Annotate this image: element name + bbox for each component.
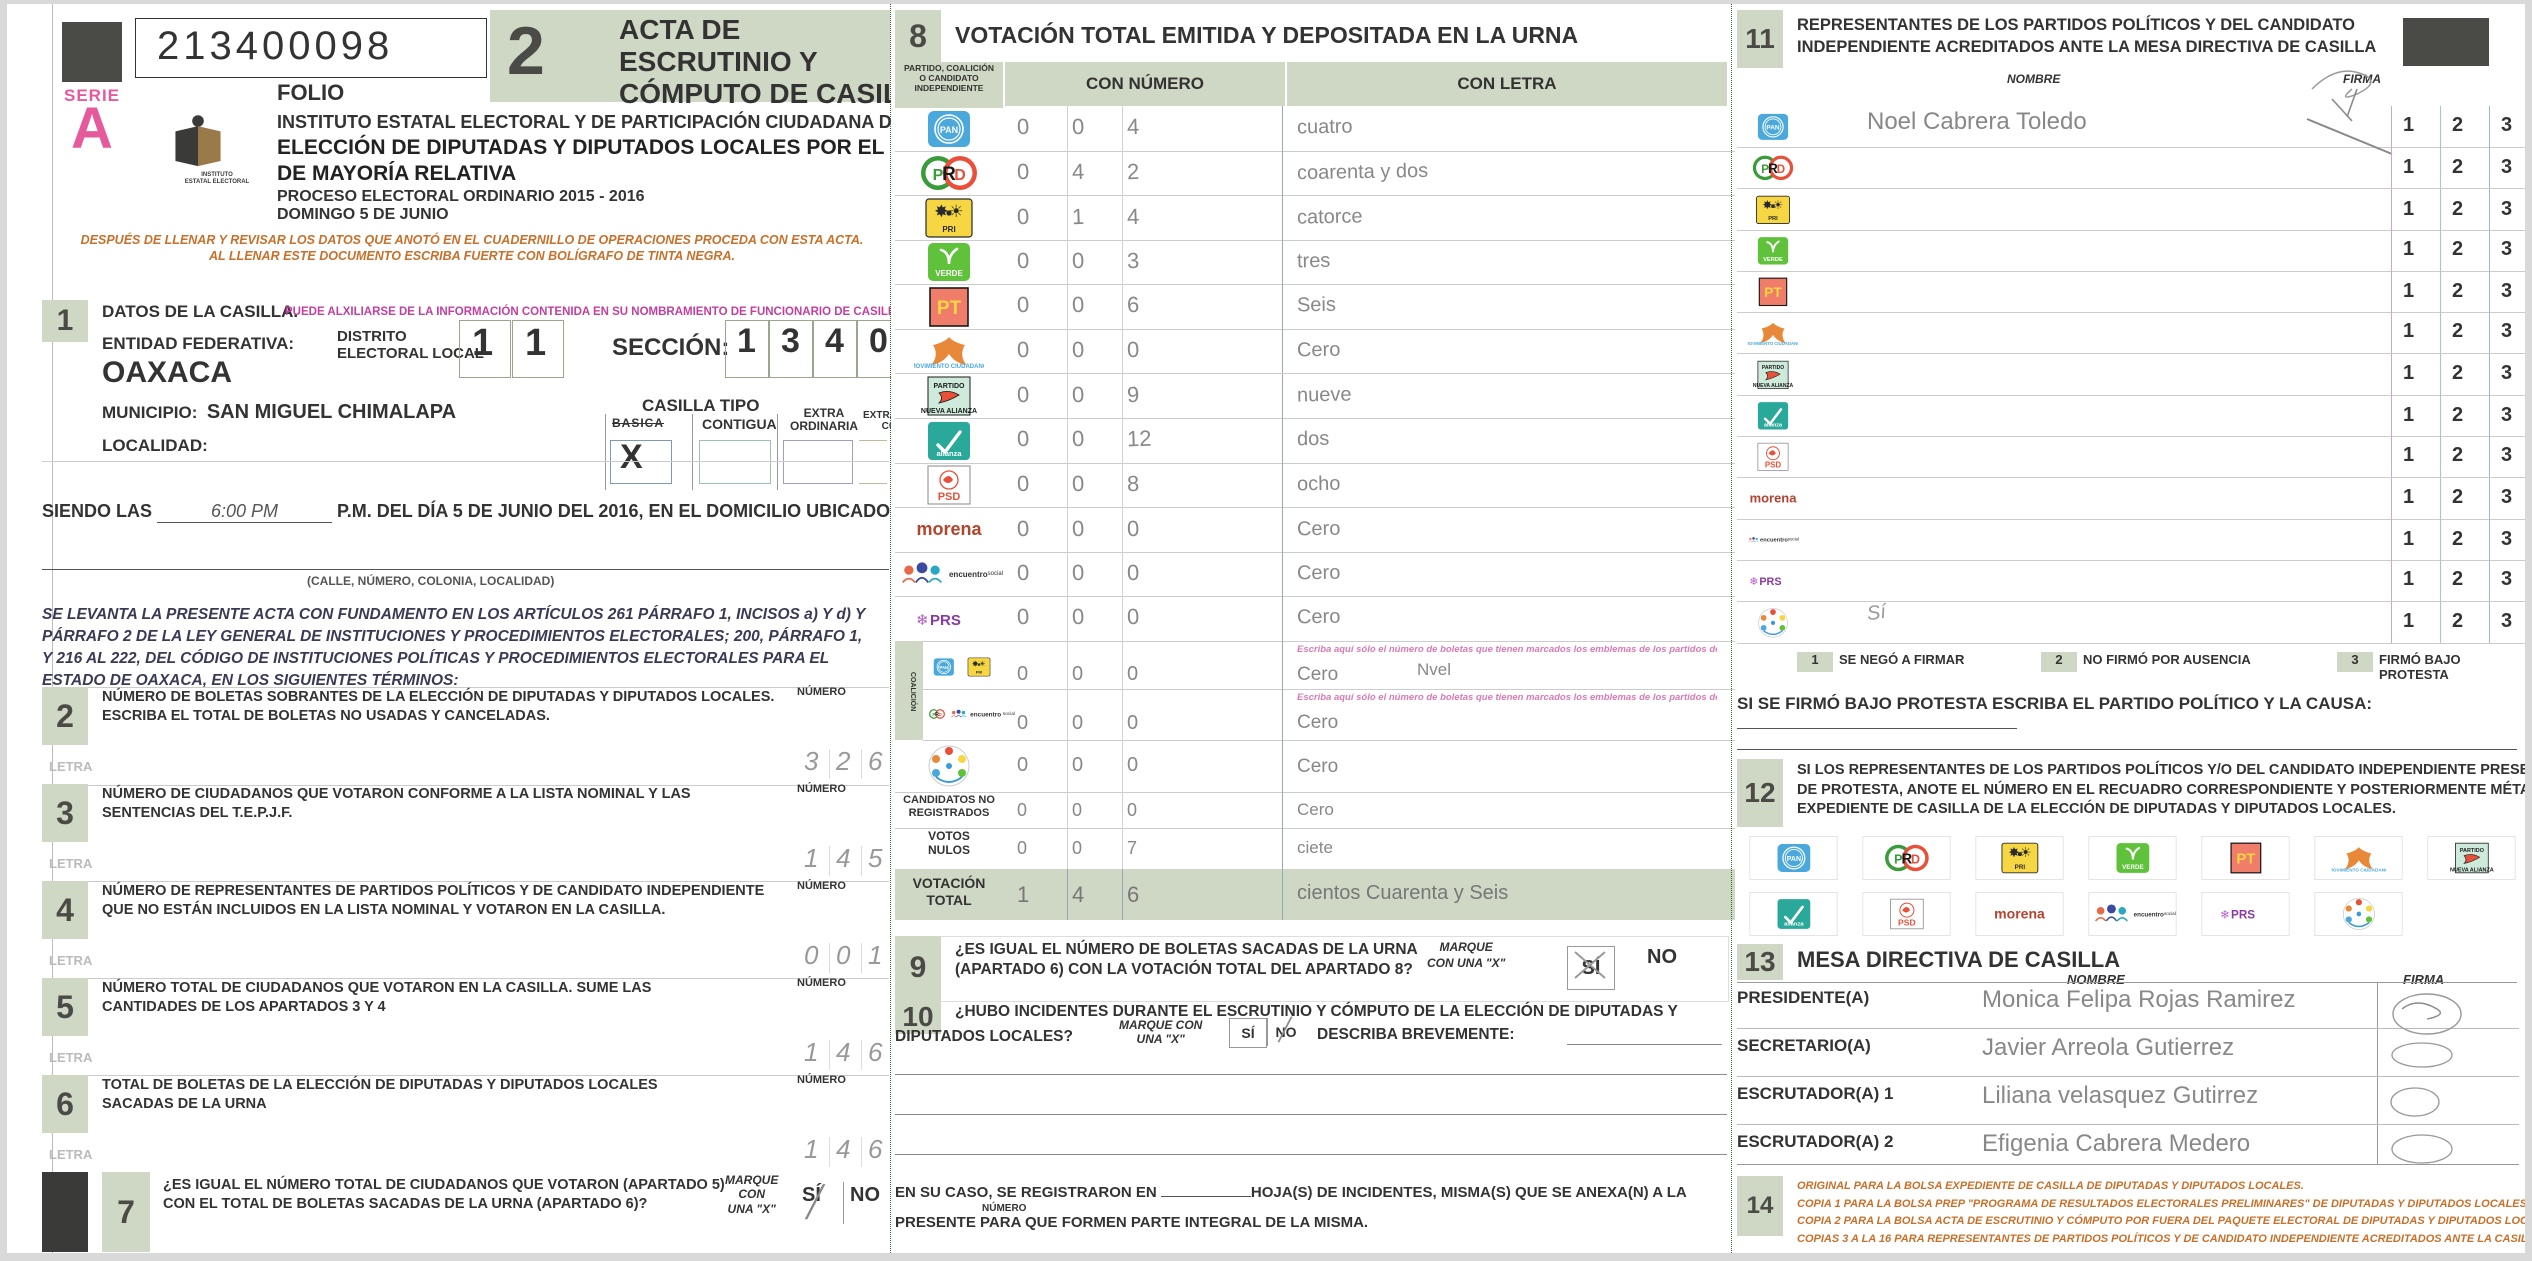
svg-text:PARTIDO: PARTIDO (934, 383, 966, 390)
svg-text:NUEVA ALIANZA: NUEVA ALIANZA (2450, 867, 2494, 873)
svg-text:❄: ❄ (2220, 909, 2230, 922)
svg-text:VERDE: VERDE (1763, 257, 1783, 263)
svg-text:❄: ❄ (916, 612, 929, 629)
svg-text:MOVIMIENTO CIUDADANO: MOVIMIENTO CIUDADANO (914, 364, 984, 370)
svg-text:NUEVA ALIANZA: NUEVA ALIANZA (1753, 383, 1794, 389)
svg-text:MOVIMIENTO CIUDADANO: MOVIMIENTO CIUDADANO (2331, 867, 2386, 872)
svg-text:PAN: PAN (939, 665, 948, 670)
svg-text:PRI: PRI (942, 225, 955, 234)
svg-text:D: D (954, 167, 966, 184)
svg-text:✸☀: ✸☀ (2008, 845, 2031, 860)
svg-text:PARTIDO: PARTIDO (1762, 365, 1784, 371)
svg-text:PAN: PAN (1786, 856, 1800, 863)
svg-text:PSD: PSD (938, 491, 961, 503)
svg-text:PRS: PRS (930, 612, 961, 629)
svg-text:PSD: PSD (1765, 460, 1782, 469)
svg-text:PAN: PAN (940, 125, 958, 135)
svg-text:VERDE: VERDE (2122, 864, 2143, 871)
svg-text:alianza: alianza (1764, 422, 1783, 428)
svg-text:R: R (935, 712, 939, 718)
svg-text:PSD: PSD (1898, 918, 1916, 928)
svg-text:D: D (1911, 852, 1920, 866)
svg-text:alianza: alianza (1784, 922, 1804, 928)
svg-text:PAN: PAN (1766, 124, 1780, 131)
svg-text:✸☀: ✸☀ (1762, 198, 1783, 212)
svg-text:❄: ❄ (1749, 576, 1758, 588)
svg-text:PRI: PRI (976, 671, 982, 675)
svg-text:alianza: alianza (936, 449, 962, 458)
svg-text:D: D (1777, 164, 1785, 176)
svg-text:PT: PT (2236, 851, 2255, 867)
svg-text:PT: PT (937, 298, 962, 319)
svg-text:VERDE: VERDE (935, 269, 963, 278)
svg-text:✸☀: ✸☀ (972, 660, 986, 669)
svg-text:PRS: PRS (2231, 909, 2255, 922)
svg-text:PRI: PRI (2014, 864, 2025, 871)
svg-text:✸☀: ✸☀ (934, 202, 963, 221)
svg-text:PARTIDO: PARTIDO (2459, 848, 2484, 854)
svg-text:R: R (942, 164, 956, 185)
svg-text:PT: PT (1764, 285, 1782, 300)
svg-text:PRI: PRI (1768, 216, 1778, 222)
svg-text:R: R (1768, 161, 1778, 176)
svg-text:MOVIMIENTO CIUDADANO: MOVIMIENTO CIUDADANO (1748, 341, 1798, 346)
svg-text:PRS: PRS (1759, 576, 1781, 588)
svg-text:R: R (1901, 851, 1912, 867)
svg-text:NUEVA ALIANZA: NUEVA ALIANZA (921, 408, 977, 415)
